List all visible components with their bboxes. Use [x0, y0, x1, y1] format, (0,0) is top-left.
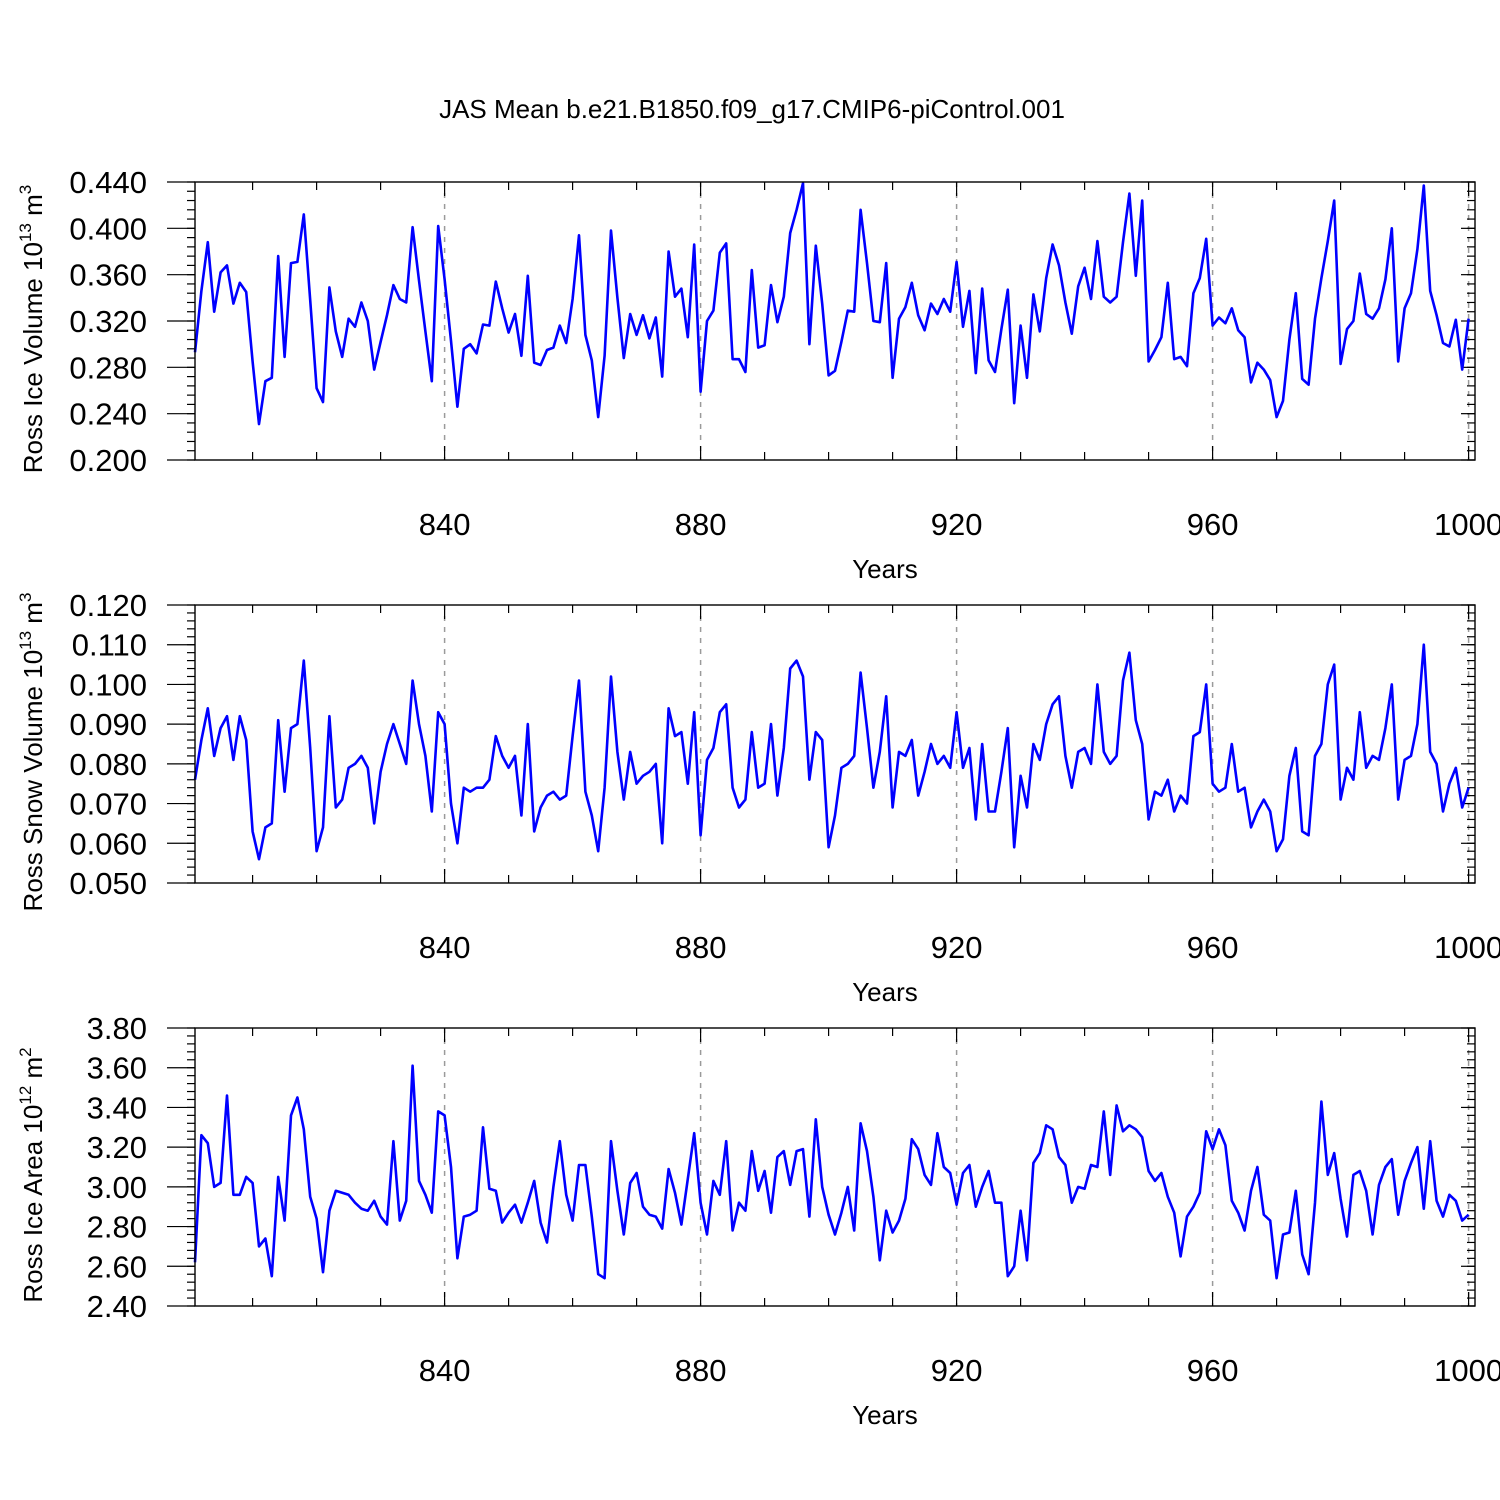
- x-tick-label: 1000: [1434, 930, 1500, 965]
- y-tick-label: 0.110: [72, 628, 147, 663]
- axis-ticks: [167, 604, 1475, 884]
- y-label-main: Ross Snow Volume 10: [18, 650, 48, 912]
- y-tick-label: 0.240: [69, 397, 147, 432]
- y-label-unit-exponent: 3: [16, 593, 35, 602]
- tick-labels: 840 880 920 960 1000 0.050 0.060 0.070 0.080 0.09…: [69, 588, 1500, 965]
- y-tick-label: 2.40: [87, 1289, 147, 1324]
- y-tick-label: 0.320: [69, 304, 147, 339]
- ice-area-series-line: [193, 1064, 1470, 1280]
- plot-frame: [194, 1027, 1476, 1307]
- x-tick-label: 920: [931, 1353, 983, 1388]
- x-tick-label: 960: [1187, 930, 1239, 965]
- y-label-exponent: 12: [16, 1086, 35, 1105]
- x-tick-label: 840: [419, 930, 471, 965]
- y-label-main: Ross Ice Area 10: [18, 1105, 48, 1303]
- x-axis-label: Years: [852, 554, 918, 584]
- x-tick-label: 1000: [1434, 1353, 1500, 1388]
- y-tick-label: 3.60: [87, 1051, 147, 1086]
- y-axis-label: Ross Ice Volume 1013 m3: [16, 185, 48, 474]
- tick-labels: 840 880 920 960 1000 2.40 2.60 2.80 3.00 3.20 3.40…: [87, 1011, 1500, 1388]
- x-tick-label: 880: [675, 1353, 727, 1388]
- x-tick-label: 840: [419, 507, 471, 542]
- x-tick-label: 1000: [1434, 507, 1500, 542]
- y-tick-label: 3.20: [87, 1130, 147, 1165]
- axis-ticks: [167, 1027, 1475, 1307]
- x-tick-label: 960: [1187, 507, 1239, 542]
- panel-ross-snow-volume: 840 880 920 960 1000 0.050 0.060 0.070 0.080 0.09…: [16, 588, 1500, 1007]
- y-tick-label: 0.120: [69, 588, 147, 623]
- chart-title: JAS Mean b.e21.B1850.f09_g17.CMIP6-piCon…: [439, 94, 1065, 124]
- y-label-unit: m: [18, 602, 48, 631]
- y-tick-label: 2.60: [87, 1249, 147, 1284]
- tick-labels: 840 880 920 960 1000 0.200 0.240 0.280 0.320 0.36…: [69, 165, 1500, 542]
- snow-volume-series-line: [193, 643, 1470, 861]
- x-tick-label: 840: [419, 1353, 471, 1388]
- y-tick-label: 0.360: [69, 258, 147, 293]
- y-tick-label: 0.090: [69, 707, 147, 742]
- x-tick-label: 880: [675, 930, 727, 965]
- x-tick-label: 920: [931, 507, 983, 542]
- panel-ross-ice-area: 840 880 920 960 1000 2.40 2.60 2.80 3.00 3.20 3.40…: [16, 1011, 1500, 1430]
- x-axis-label: Years: [852, 1400, 918, 1430]
- y-tick-label: 3.80: [87, 1011, 147, 1046]
- y-tick-label: 0.100: [69, 667, 147, 702]
- x-tick-label: 920: [931, 930, 983, 965]
- y-tick-label: 0.200: [69, 443, 147, 478]
- plot-frame: [194, 181, 1476, 461]
- axis-ticks: [167, 181, 1475, 461]
- y-tick-label: 0.060: [69, 826, 147, 861]
- y-label-exponent: 13: [16, 223, 35, 242]
- panel-ross-ice-volume: 840 880 920 960 1000 0.200 0.240 0.280 0.320 0.36…: [16, 165, 1500, 584]
- x-tick-label: 960: [1187, 1353, 1239, 1388]
- y-tick-label: 3.40: [87, 1090, 147, 1125]
- y-label-unit-exponent: 2: [16, 1047, 35, 1056]
- y-label-exponent: 13: [16, 631, 35, 650]
- x-tick-label: 880: [675, 507, 727, 542]
- plot-frame: [194, 604, 1476, 884]
- x-grid: [443, 1028, 1470, 1306]
- y-label-unit: m: [18, 1057, 48, 1086]
- y-axis-label: Ross Ice Area 1012 m2: [16, 1047, 48, 1302]
- y-tick-label: 0.070: [69, 787, 147, 822]
- ice-volume-series-line: [193, 181, 1470, 426]
- y-label-unit-exponent: 3: [16, 185, 35, 194]
- y-label-unit: m: [18, 194, 48, 223]
- y-tick-label: 0.280: [69, 350, 147, 385]
- y-label-main: Ross Ice Volume 10: [18, 242, 48, 473]
- y-tick-label: 0.080: [69, 747, 147, 782]
- y-tick-label: 0.400: [69, 211, 147, 246]
- y-axis-label: Ross Snow Volume 1013 m3: [16, 593, 48, 912]
- x-grid: [443, 605, 1470, 883]
- x-axis-label: Years: [852, 977, 918, 1007]
- y-tick-label: 0.050: [69, 866, 147, 901]
- y-tick-label: 2.80: [87, 1210, 147, 1245]
- y-tick-label: 3.00: [87, 1170, 147, 1205]
- y-tick-label: 0.440: [69, 165, 147, 200]
